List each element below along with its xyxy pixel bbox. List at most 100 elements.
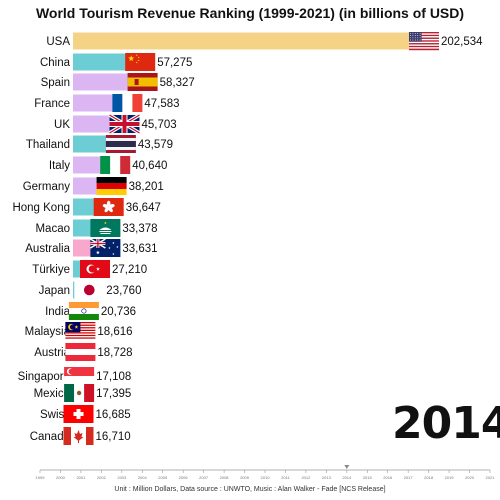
category-label: UK <box>54 119 70 131</box>
bar-row: Australia 33,631 <box>25 238 158 257</box>
value-label: 18,616 <box>97 326 132 338</box>
macao-flag <box>90 219 121 237</box>
value-label: 40,640 <box>132 160 167 172</box>
timeline-tick-label: 2019 <box>445 475 455 480</box>
year-label: 2014 <box>392 398 500 449</box>
category-label: Italy <box>49 160 70 172</box>
timeline-tick-label: 2017 <box>404 475 414 480</box>
turkiye-flag <box>80 260 110 278</box>
mexico-flag <box>64 384 95 402</box>
bar <box>73 32 420 50</box>
timeline-tick-label: 2021 <box>486 475 496 480</box>
bar-row: France 47,583 <box>34 94 180 112</box>
value-label: 43,579 <box>138 139 173 151</box>
value-label: 57,275 <box>157 57 192 69</box>
australia-flag <box>89 238 121 257</box>
canada-flag <box>63 427 94 445</box>
bar-row: Japan 23,760 <box>39 281 141 299</box>
italy-flag <box>100 156 131 174</box>
category-label: Mexico <box>34 388 70 400</box>
bar-row: Hong Kong 36,647 <box>12 198 161 216</box>
value-label: 33,378 <box>122 223 157 235</box>
malaysia-flag <box>65 322 96 341</box>
category-label: France <box>34 98 70 110</box>
bar-row: Türkiye 27,210 <box>32 260 147 278</box>
bar <box>73 53 137 71</box>
value-label: 202,534 <box>441 36 483 48</box>
category-label: Macao <box>35 223 70 235</box>
bar-row: Spain 58,327 <box>41 73 195 91</box>
timeline-tick-label: 2005 <box>158 475 168 480</box>
chart-title: World Tourism Revenue Ranking (1999-2021… <box>35 5 465 21</box>
bar-row: Thailand 43,579 <box>26 135 173 153</box>
category-label: Canada <box>30 431 71 443</box>
timeline-tick-label: 2013 <box>322 475 332 480</box>
category-label: Australia <box>25 243 70 255</box>
timeline-tick-label: 2000 <box>56 475 66 480</box>
bar-row: Mexico 17,395 <box>34 384 131 402</box>
france-flag <box>112 94 143 112</box>
timeline-tick-label: 2001 <box>76 475 86 480</box>
singapore-flag <box>64 367 95 385</box>
timeline-tick-label: 2003 <box>117 475 127 480</box>
timeline-tick-label: 2014 <box>342 475 352 480</box>
uk-flag <box>108 113 141 135</box>
value-label: 20,736 <box>101 306 136 318</box>
usa-flag <box>409 32 439 51</box>
bar-row: UK 45,703 <box>54 113 177 135</box>
bar-row: Italy 40,640 <box>49 156 167 174</box>
category-label: Hong Kong <box>12 202 70 214</box>
bar-row: Malaysia 18,616 <box>25 322 133 341</box>
timeline-tick-label: 2015 <box>363 475 373 480</box>
timeline-tick-label: 2007 <box>199 475 209 480</box>
footer-note: Unit : Million Dollars, Data source : UN… <box>114 486 386 493</box>
value-label: 18,728 <box>97 347 132 359</box>
bar-row: Germany 38,201 <box>23 177 164 195</box>
value-label: 17,108 <box>96 371 131 383</box>
category-label: USA <box>46 36 70 48</box>
value-label: 36,647 <box>126 202 161 214</box>
value-label: 58,327 <box>160 77 195 89</box>
bar-row: Swiss 16,685 <box>40 405 131 423</box>
hongkong-flag <box>93 198 124 216</box>
germany-flag <box>96 177 127 195</box>
timeline-tick-label: 2004 <box>138 475 148 480</box>
bar-row: Canada 16,710 <box>30 427 131 445</box>
bar-row: India 20,736 <box>45 302 136 320</box>
value-label: 17,395 <box>96 388 131 400</box>
timeline-tick-label: 1999 <box>36 475 46 480</box>
value-label: 47,583 <box>144 98 179 110</box>
value-label: 23,760 <box>106 285 141 297</box>
category-label: Swiss <box>40 409 70 421</box>
timeline-tick-label: 2011 <box>281 475 290 480</box>
bar-row: USA 202,534 <box>46 32 483 51</box>
bar <box>73 94 124 112</box>
bar <box>73 115 121 133</box>
india-flag <box>68 302 99 320</box>
china-flag <box>125 53 156 71</box>
swiss-flag <box>63 405 94 423</box>
value-label: 27,210 <box>112 264 147 276</box>
bar-row: China 57,275 <box>40 53 192 71</box>
timeline-tick-label: 2018 <box>424 475 434 480</box>
category-label: Thailand <box>26 139 70 151</box>
value-label: 33,631 <box>122 243 157 255</box>
timeline-tick-label: 2002 <box>97 475 107 480</box>
category-label: Germany <box>23 181 71 193</box>
timeline-tick-label: 2009 <box>240 475 250 480</box>
bar-row: Singapore 17,108 <box>18 367 131 385</box>
austria-flag <box>65 343 96 361</box>
category-label: Malaysia <box>25 326 71 338</box>
bar-row: Austria 18,728 <box>34 343 133 361</box>
category-label: India <box>45 306 71 318</box>
thailand-flag <box>105 135 136 153</box>
category-label: Austria <box>34 347 70 359</box>
value-label: 16,710 <box>96 431 131 443</box>
value-label: 16,685 <box>96 409 131 421</box>
value-label: 38,201 <box>129 181 164 193</box>
category-label: Japan <box>39 285 70 297</box>
category-label: Spain <box>41 77 70 89</box>
timeline-tick-label: 2008 <box>220 475 230 480</box>
bar <box>73 73 139 91</box>
timeline-tick-label: 2006 <box>179 475 189 480</box>
